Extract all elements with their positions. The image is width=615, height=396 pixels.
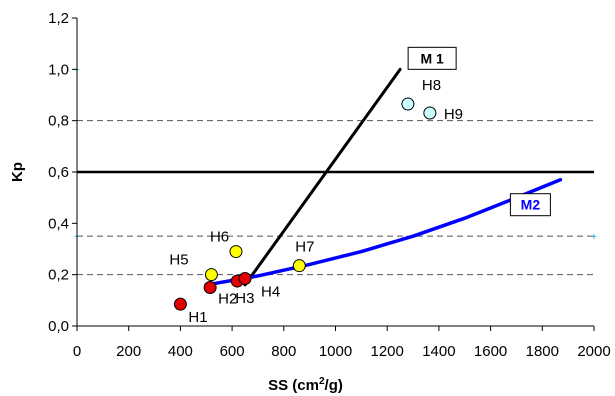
y-axis-title: Kp: [9, 162, 26, 182]
x-tick-label: 800: [271, 343, 296, 360]
y-tick-label: 0,4: [48, 215, 69, 232]
reference-lines: +++: [74, 65, 597, 276]
y-tick-label: 1,0: [48, 61, 69, 78]
data-point: [401, 97, 415, 111]
data-point: [238, 272, 252, 286]
data-point: [173, 297, 187, 311]
labels: M 1 M2: [407, 46, 551, 217]
point-label: H5: [169, 252, 188, 269]
point-label: H4: [261, 284, 280, 301]
y-tick-label: 0,2: [48, 267, 69, 284]
model-lines: [204, 67, 563, 287]
y-tick-label: 0,8: [48, 113, 69, 130]
x-tick-label: 1800: [526, 343, 559, 360]
point-label: H6: [210, 229, 229, 246]
point-label: H8: [422, 77, 441, 94]
data-point: [204, 268, 218, 282]
data-point: [203, 281, 217, 294]
point-label: H1: [188, 309, 207, 326]
data-point: [423, 106, 437, 120]
point-label: H7: [295, 239, 314, 256]
x-tick-label: 0: [73, 343, 81, 360]
y-tick-label: 1,2: [48, 10, 69, 27]
x-tick-label: 600: [220, 343, 245, 360]
x-tick-label: 1200: [371, 343, 404, 360]
data-point: [229, 245, 243, 259]
x-tick-label: 1400: [422, 343, 455, 360]
point-label: H9: [444, 106, 463, 123]
x-tick-label: 1000: [319, 343, 352, 360]
y-tick-label: 0,0: [48, 318, 69, 335]
data-point: [292, 259, 306, 273]
y-tick-label: 0,6: [48, 164, 69, 181]
point-label: H2: [218, 291, 237, 308]
x-tick-label: 2000: [577, 343, 610, 360]
x-tick-label: 1600: [474, 343, 507, 360]
x-tick-label: 400: [168, 343, 193, 360]
series-line-0: [243, 67, 402, 287]
point-label: H3: [235, 290, 254, 307]
x-tick-label: 200: [116, 343, 141, 360]
series-line-1: [204, 177, 563, 287]
series-label: M2: [521, 197, 541, 213]
series-label: M 1: [420, 50, 444, 66]
x-axis-title: SS (cm2/g): [268, 376, 343, 394]
axes: 0 200 400 600 800 1000 1200 1400 1600 1800 2000 0,0…: [9, 10, 611, 394]
series-label-box: [509, 193, 551, 217]
edge-marker: +: [591, 232, 597, 243]
series-label-box: [407, 46, 457, 70]
